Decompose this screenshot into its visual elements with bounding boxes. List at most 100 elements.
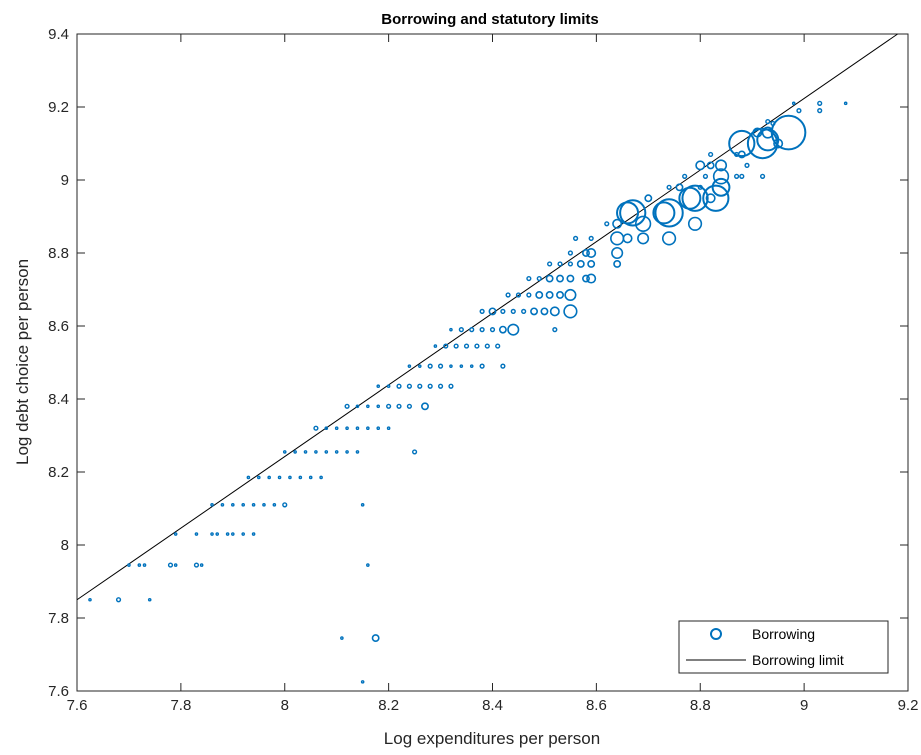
scatter-point [314, 450, 318, 454]
scatter-point [345, 450, 349, 454]
scatter-point [194, 532, 199, 536]
scatter-point [137, 563, 142, 567]
scatter-point [246, 475, 251, 480]
x-tick-label: 8.8 [690, 697, 711, 714]
scatter-point [448, 383, 454, 389]
scatter-point [739, 173, 745, 179]
scatter-point [549, 306, 560, 317]
scatter-point [371, 634, 380, 643]
y-tick-label: 8.8 [48, 245, 69, 262]
scatter-point [355, 450, 360, 454]
scatter-point [406, 403, 412, 409]
scatter-point [737, 150, 746, 159]
scatter-point [210, 532, 214, 536]
legend-label-borrowing: Borrowing [752, 626, 815, 642]
scatter-point [556, 274, 564, 283]
x-axis-title: Log expenditures per person [384, 729, 600, 748]
scatter-point [556, 291, 564, 299]
scatter-point [298, 475, 303, 480]
scatter-point [376, 404, 381, 409]
scatter-point [459, 364, 464, 368]
y-tick-label: 8.2 [48, 464, 69, 481]
scatter-point [652, 201, 676, 225]
scatter-point [142, 563, 147, 567]
scatter-point [241, 503, 245, 507]
scatter-point [469, 364, 474, 368]
scatter-point [488, 307, 497, 316]
scatter-point [644, 194, 653, 203]
scatter-point [510, 308, 516, 314]
scatter-point [282, 502, 288, 508]
scatter-point [458, 327, 464, 333]
scatter-point [535, 291, 544, 299]
scatter-point [744, 162, 750, 168]
scatter-point [637, 232, 650, 245]
legend: Borrowing Borrowing limit [678, 620, 889, 674]
scatter-point [507, 323, 520, 336]
scatter-point [256, 475, 261, 480]
scatter-point [376, 384, 381, 389]
scatter-point [610, 231, 625, 246]
chart-title: Borrowing and statutory limits [381, 11, 599, 28]
scatter-point [262, 503, 266, 507]
scatter-point [711, 177, 731, 197]
scatter-point [210, 503, 214, 507]
scatter-point [469, 327, 475, 333]
scatter-point [334, 450, 339, 454]
scatter-point [421, 402, 429, 411]
scatter-point [530, 307, 538, 316]
scatter-point [406, 383, 412, 389]
scatter-point [199, 563, 204, 567]
scatter-point [586, 273, 597, 284]
scatter-point [340, 636, 344, 640]
x-tick-label: 9.2 [898, 697, 919, 714]
scatter-point [231, 532, 235, 536]
scatter-point [147, 597, 152, 602]
scatter-point [484, 343, 490, 349]
scatter-point [115, 597, 122, 603]
scatter-point [386, 384, 391, 389]
y-axis: 7.6 7.8 8 8.2 8.4 8.6 8.8 9 9.2 9.4 [48, 26, 908, 700]
scatter-point [604, 221, 610, 227]
scatter-point [536, 275, 542, 282]
scatter-point [360, 503, 365, 507]
scatter-point [376, 426, 381, 431]
scatter-point [613, 260, 622, 268]
scatter-point [360, 680, 365, 684]
scatter-point [215, 532, 220, 536]
scatter-point [427, 363, 433, 369]
scatter-point [231, 503, 235, 507]
y-tick-label: 7.8 [48, 610, 69, 627]
scatter-point [463, 343, 470, 349]
scatter-point [355, 404, 360, 409]
scatter-point [687, 216, 703, 231]
scatter-point [453, 343, 459, 349]
scatter-point [173, 532, 178, 536]
y-tick-label: 9 [61, 172, 69, 189]
scatter-point [817, 100, 823, 106]
scatter-point [407, 364, 412, 368]
plot-area [76, 33, 909, 692]
scatter-point [564, 288, 577, 302]
y-tick-label: 8.4 [48, 391, 69, 408]
scatter-point [587, 260, 596, 268]
x-tick-label: 8.6 [586, 697, 607, 714]
scatter-point [622, 233, 633, 244]
scatter-point [697, 184, 703, 190]
scatter-point [611, 246, 624, 260]
scatter-point [765, 118, 771, 125]
scatter-point [567, 250, 574, 256]
scatter-point [443, 343, 449, 349]
scatter-point [557, 261, 563, 267]
scatter-point [282, 450, 287, 454]
scatter-point [705, 193, 716, 204]
x-tick-label: 8.2 [378, 697, 399, 714]
scatter-point [634, 215, 652, 232]
scatter-point [526, 292, 532, 298]
scatter-point [417, 364, 422, 368]
scatter-point [666, 184, 672, 190]
scatter-point [708, 151, 714, 158]
scatter-point [500, 308, 506, 314]
y-tick-label: 8.6 [48, 318, 69, 335]
x-axis: 7.6 7.8 8 8.2 8.4 8.6 8.8 9 9.2 [67, 34, 919, 714]
